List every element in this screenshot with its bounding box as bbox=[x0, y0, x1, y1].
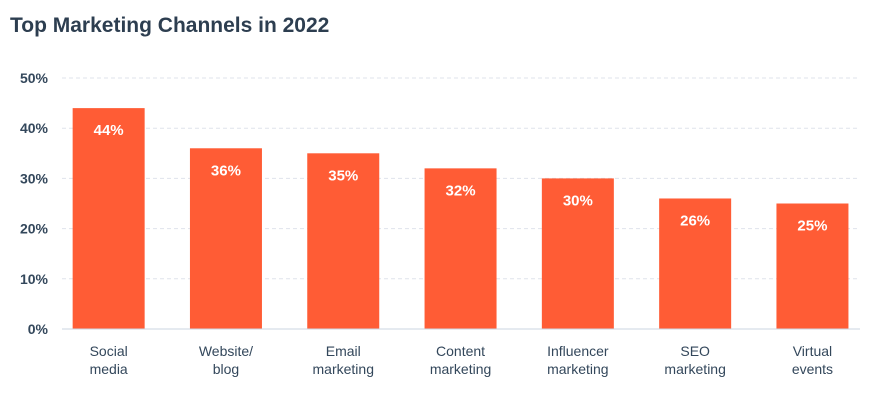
category-label-line: Influencer bbox=[547, 343, 609, 359]
category-label-line: marketing bbox=[547, 361, 608, 377]
bar bbox=[307, 153, 380, 329]
bar bbox=[424, 168, 497, 329]
data-label: 44% bbox=[94, 122, 124, 139]
category-label-line: Virtual bbox=[793, 343, 832, 359]
category-label-line: Email bbox=[326, 343, 361, 359]
y-tick-label: 20% bbox=[20, 221, 49, 237]
category-label-line: media bbox=[90, 361, 128, 377]
data-labels: 44% 36% 35% 32% 30% 26% 25% bbox=[94, 122, 828, 234]
category-label: SEO marketing bbox=[664, 343, 725, 377]
bar bbox=[541, 178, 614, 329]
data-label: 35% bbox=[328, 167, 358, 184]
category-label-line: SEO bbox=[680, 343, 710, 359]
y-tick-label: 40% bbox=[20, 120, 49, 136]
data-label: 32% bbox=[446, 182, 476, 199]
category-label-line: Website/ bbox=[199, 343, 253, 359]
category-label-line: marketing bbox=[664, 361, 725, 377]
category-label-line: marketing bbox=[430, 361, 491, 377]
category-label: Influencer marketing bbox=[547, 343, 609, 377]
bar bbox=[189, 148, 262, 329]
category-label: Virtual events bbox=[792, 343, 833, 377]
bar bbox=[659, 198, 732, 329]
category-label-line: Social bbox=[90, 343, 128, 359]
y-axis-ticks: 0% 10% 20% 30% 40% 50% bbox=[20, 70, 49, 337]
category-label-line: events bbox=[792, 361, 833, 377]
category-label-line: blog bbox=[213, 361, 239, 377]
y-tick-label: 50% bbox=[20, 70, 49, 86]
category-label: Content marketing bbox=[430, 343, 491, 377]
bar bbox=[776, 203, 849, 329]
data-label: 26% bbox=[680, 212, 710, 229]
category-label: Social media bbox=[90, 343, 128, 377]
y-tick-label: 30% bbox=[20, 170, 49, 186]
y-tick-label: 10% bbox=[20, 271, 49, 287]
bar bbox=[72, 108, 145, 330]
data-label: 30% bbox=[563, 192, 593, 209]
bars bbox=[72, 108, 849, 330]
y-tick-label: 0% bbox=[28, 321, 49, 337]
chart-title: Top Marketing Channels in 2022 bbox=[10, 14, 330, 37]
category-label: Email marketing bbox=[313, 343, 374, 377]
category-label: Website/blog bbox=[199, 343, 253, 377]
category-label-line: Content bbox=[436, 343, 485, 359]
category-label-line: marketing bbox=[313, 361, 374, 377]
data-label: 25% bbox=[797, 218, 827, 235]
data-label: 36% bbox=[211, 162, 241, 179]
